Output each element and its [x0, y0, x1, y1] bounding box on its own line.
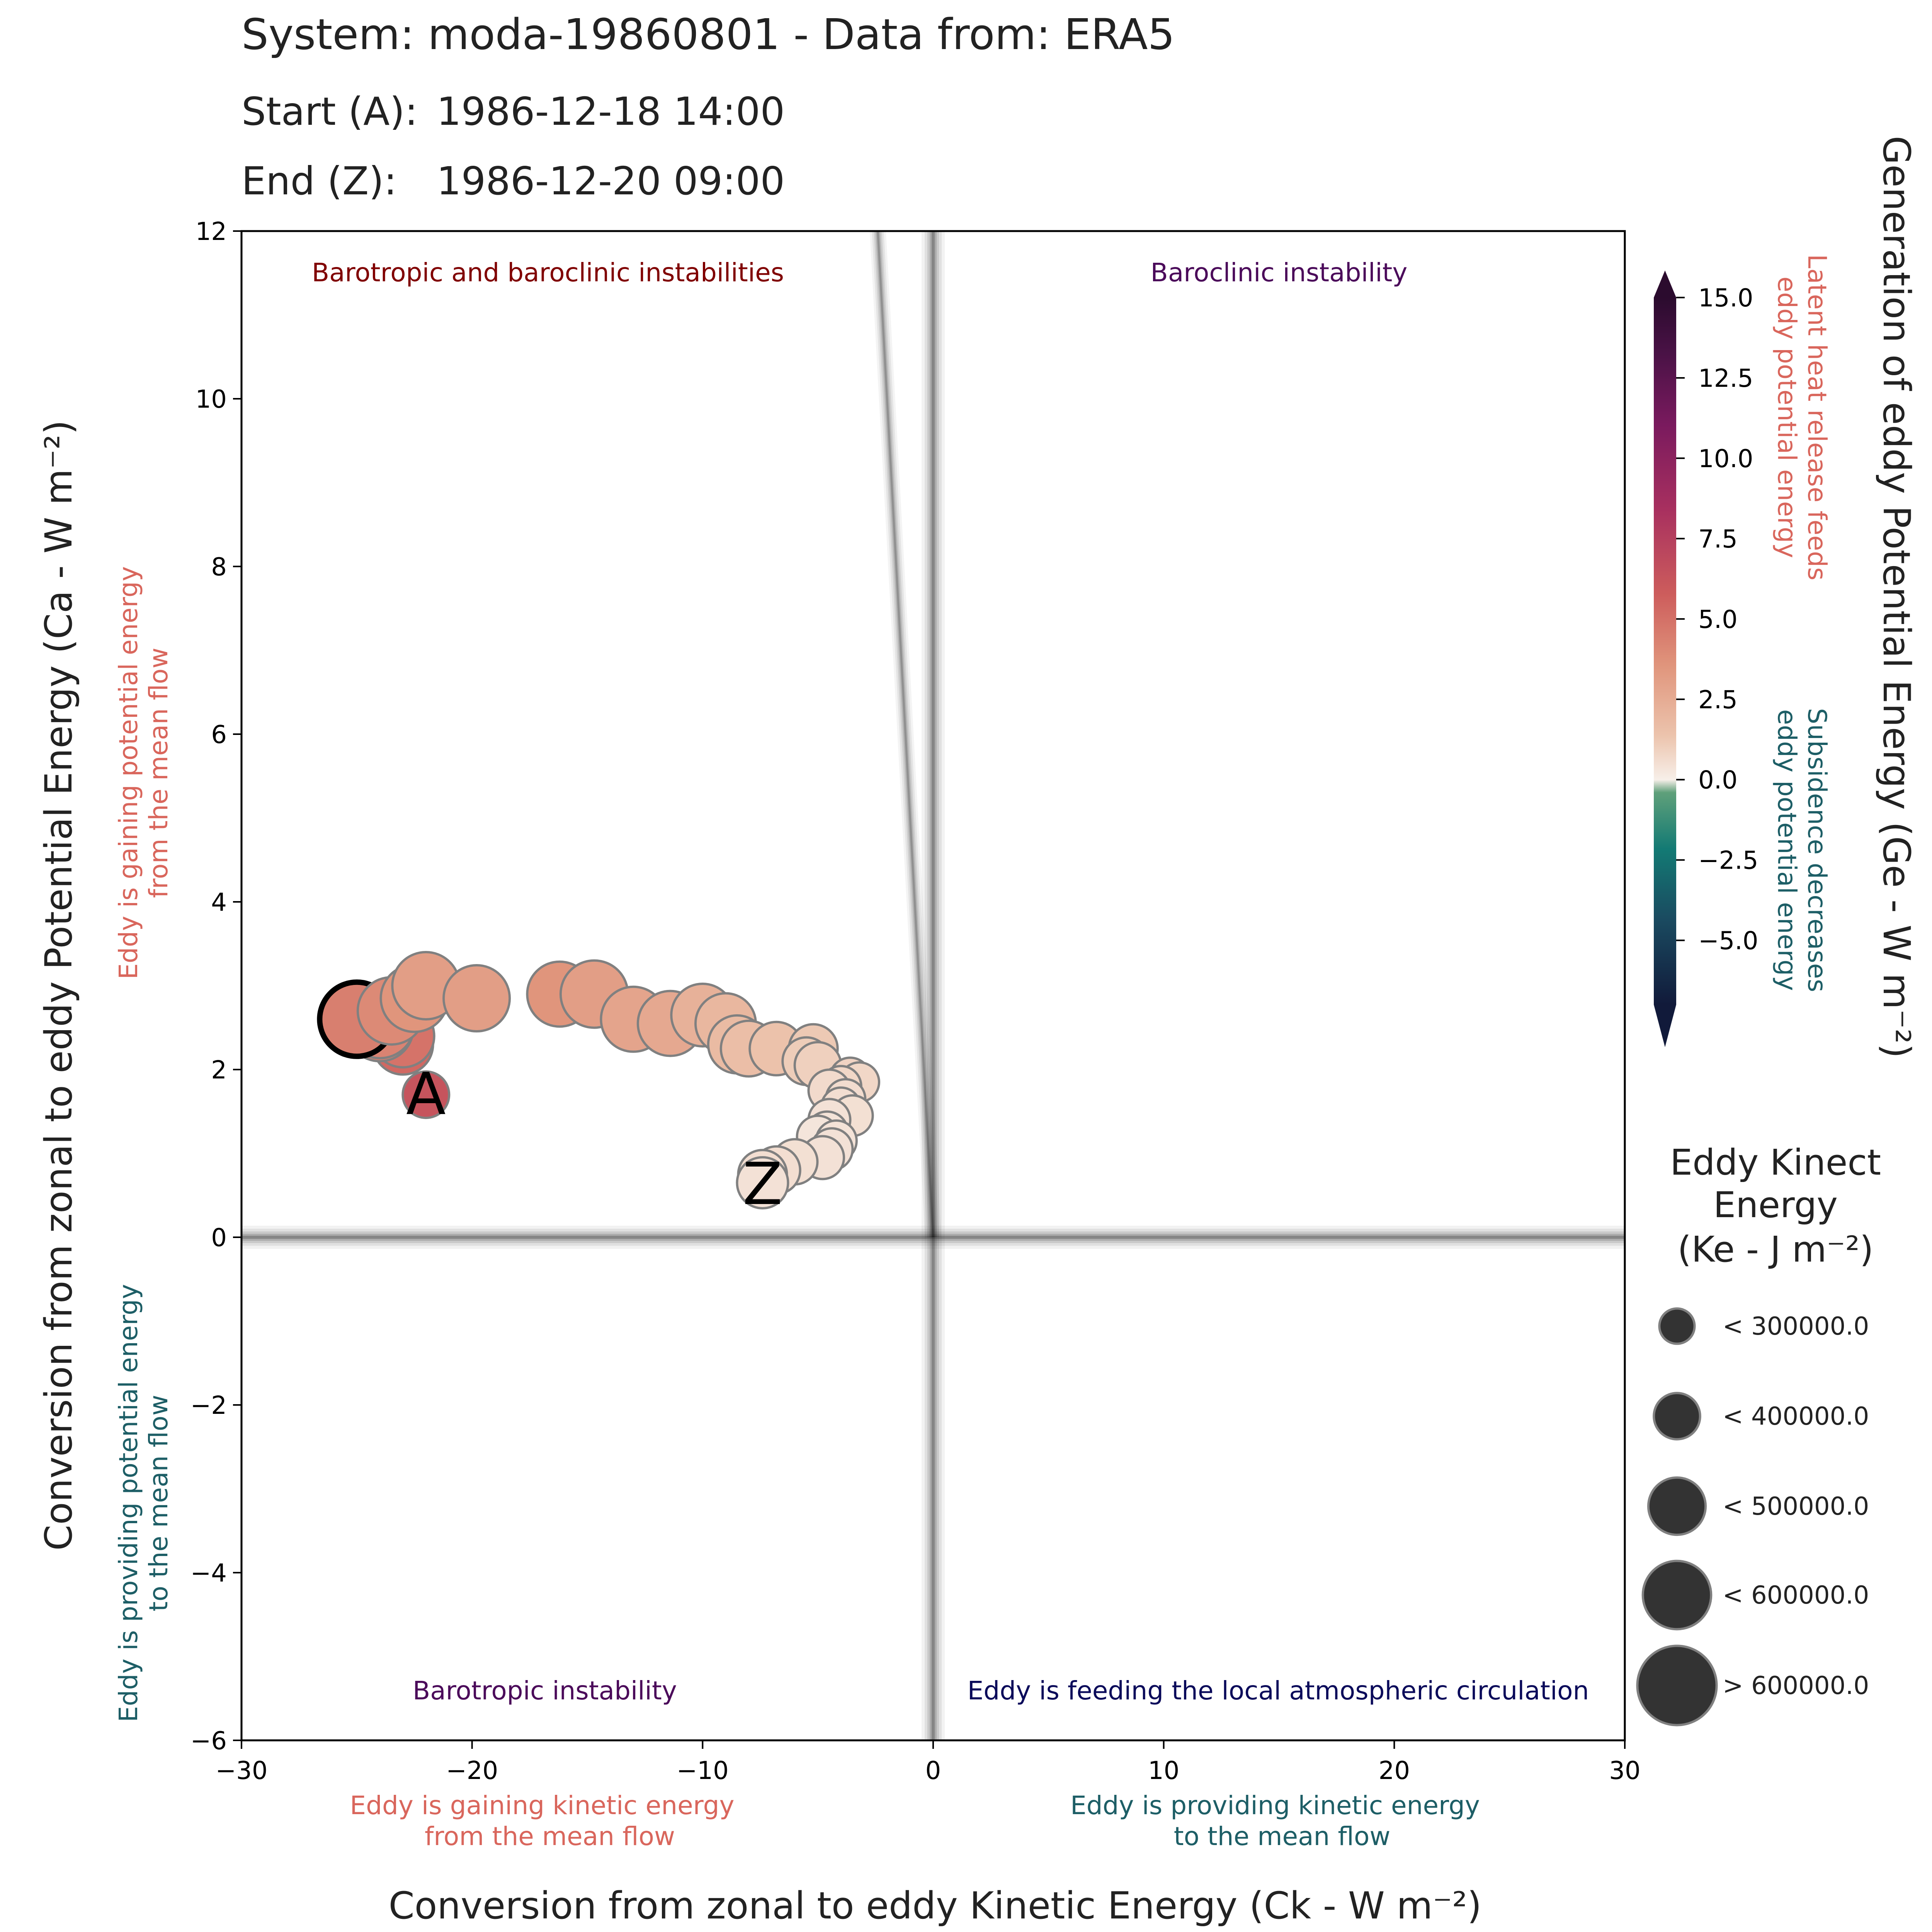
trajectory-points: AZ [320, 952, 879, 1218]
quadrant-label-bottom-right: Eddy is feeding the local atmospheric ci… [968, 1676, 1589, 1706]
colorbar-tick-label: 7.5 [1698, 525, 1738, 554]
x-tick-label: 30 [1609, 1757, 1640, 1785]
size-legend-label: < 500000.0 [1723, 1492, 1869, 1521]
note-x-positive-line1: Eddy is providing kinetic energy [1070, 1791, 1480, 1820]
quadrant-label-top-right: Baroclinic instability [1151, 258, 1408, 287]
size-legend-label: < 600000.0 [1723, 1581, 1869, 1610]
y-tick-label: 8 [211, 553, 227, 582]
note-x-positive-line2: to the mean flow [1174, 1821, 1391, 1851]
size-legend-marker [1648, 1478, 1706, 1535]
y-tick-label: −4 [190, 1559, 227, 1588]
colorbar-tick-label: 15.0 [1698, 284, 1753, 313]
x-tick-label: −30 [215, 1757, 267, 1785]
quadrant-label-top-left: Barotropic and baroclinic instabilities [312, 258, 784, 287]
size-legend-marker [1643, 1561, 1711, 1629]
note-x-negative-line2: from the mean flow [425, 1821, 675, 1851]
colorbar-tick-label: 5.0 [1698, 605, 1738, 634]
note-y-negative-line2: to the mean flow [144, 1395, 173, 1612]
y-tick-label: 4 [211, 888, 227, 917]
colorbar-tick-label: 10.0 [1698, 445, 1753, 473]
x-axis-label: Conversion from zonal to eddy Kinetic En… [389, 1884, 1482, 1927]
size-legend-label: < 300000.0 [1723, 1312, 1869, 1341]
colorbar-tick-label: 2.5 [1698, 686, 1738, 714]
colorbar-extend-max [1654, 270, 1676, 298]
note-y-positive-line1: Eddy is gaining potential energy [114, 566, 143, 979]
size-legend-marker [1659, 1308, 1694, 1344]
y-tick-label: 6 [211, 721, 227, 749]
colorbar-tick-label: −5.0 [1698, 927, 1758, 956]
size-legend-title-line2: Energy [1713, 1184, 1838, 1226]
size-legend-label: > 600000.0 [1723, 1672, 1869, 1700]
colorbar-positive-note-line2: eddy potential energy [1772, 277, 1802, 558]
colorbar-ticks: 15.0 12.5 10.0 7.5 5.0 2.5 0.0 −2.5 −5.0 [1676, 284, 1758, 956]
note-y-positive-line2: from the mean flow [144, 648, 173, 898]
data-point [444, 965, 510, 1031]
colorbar-tick-label: 0.0 [1698, 766, 1738, 795]
y-tick-label: 12 [196, 218, 227, 246]
y-tick-label: 0 [211, 1224, 227, 1252]
size-legend-marker [1654, 1393, 1700, 1439]
colorbar-tick-label: −2.5 [1698, 847, 1758, 875]
x-tick-label: −20 [446, 1757, 498, 1785]
x-tick-label: 10 [1148, 1757, 1179, 1785]
note-x-negative-line1: Eddy is gaining kinetic energy [350, 1791, 734, 1820]
colorbar-negative-note-line1: Subsidence decreases [1802, 708, 1832, 992]
y-axis-label: Conversion from zonal to eddy Potential … [37, 420, 80, 1551]
colorbar-title: Generation of eddy Potential Energy (Ge … [1875, 136, 1918, 1058]
colorbar-positive-note-line1: Latent heat release feeds [1802, 254, 1832, 581]
x-tick-label: −10 [677, 1757, 729, 1785]
size-legend-label: < 400000.0 [1723, 1402, 1869, 1431]
size-legend-entries: < 300000.0 < 400000.0 < 500000.0 < 600000.0… [1637, 1308, 1869, 1725]
y-tick-label: −6 [190, 1727, 227, 1755]
end-marker-label: Z [743, 1151, 782, 1218]
y-tick-label: −2 [190, 1391, 227, 1420]
y-tick-label: 10 [196, 385, 227, 414]
note-y-negative-line1: Eddy is providing potential energy [114, 1284, 143, 1722]
size-legend-title-line3: (Ke - J m⁻²) [1677, 1229, 1873, 1270]
size-legend-marker [1637, 1646, 1716, 1725]
y-tick-label: 2 [211, 1056, 227, 1085]
x-tick-label: 20 [1379, 1757, 1410, 1785]
start-marker-label: A [406, 1061, 446, 1128]
quadrant-label-bottom-left: Barotropic instability [413, 1676, 677, 1706]
colorbar-tick-label: 12.5 [1698, 364, 1753, 393]
colorbar-gradient [1654, 298, 1676, 1005]
colorbar-extend-min [1654, 1005, 1676, 1047]
size-legend-title-line1: Eddy Kinect [1670, 1142, 1881, 1183]
x-tick-label: 0 [925, 1757, 941, 1785]
colorbar-negative-note-line2: eddy potential energy [1772, 709, 1802, 991]
